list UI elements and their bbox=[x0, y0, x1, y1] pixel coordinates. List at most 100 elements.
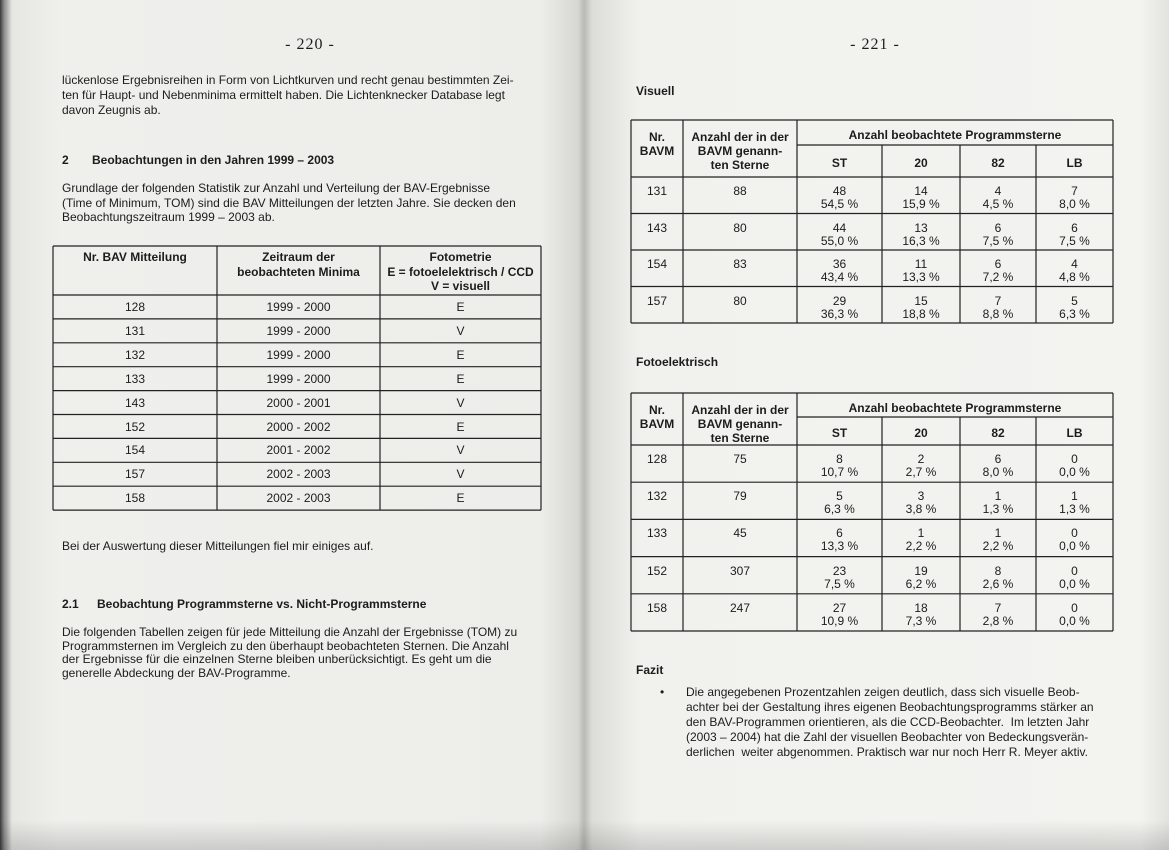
table-cell: 7,3 % bbox=[905, 613, 937, 628]
body-line: Programmsternen im Vergleich zu den über… bbox=[62, 638, 509, 653]
page-number: - 220 - bbox=[285, 36, 335, 53]
table-cell: 48 bbox=[832, 184, 847, 198]
table-cell: 133 bbox=[124, 371, 146, 386]
table-cell: 7 bbox=[1071, 184, 1078, 198]
table-cell: 1999 - 2000 bbox=[266, 371, 331, 386]
table-header: ST bbox=[831, 156, 848, 170]
table-cell: 6 bbox=[994, 452, 1002, 466]
table-cell: 80 bbox=[733, 220, 747, 235]
table-cell: 152 bbox=[124, 419, 146, 434]
table-cell: 128 bbox=[646, 452, 668, 466]
table-cell: 7,5 % bbox=[1059, 233, 1090, 248]
table-cell: 6,3 % bbox=[1059, 306, 1090, 321]
page-number: - 221 - bbox=[850, 36, 900, 53]
subsection-title: Beobachtung Programmsterne vs. Nicht-Pro… bbox=[97, 597, 427, 611]
table-cell: 1 bbox=[994, 526, 1002, 541]
table-heading: Visuell bbox=[636, 84, 675, 98]
body-line: Bei der Auswertung dieser Mitteilungen f… bbox=[62, 539, 374, 553]
table-cell: 154 bbox=[646, 257, 668, 271]
table-cell: 8,0 % bbox=[982, 465, 1014, 479]
table-cell: 132 bbox=[646, 489, 668, 504]
table-cell: V bbox=[456, 467, 465, 482]
table-cell: 1,3 % bbox=[982, 502, 1014, 517]
table-cell: 10,9 % bbox=[820, 613, 859, 628]
table-cell: 5 bbox=[836, 489, 843, 504]
table-cell: 133 bbox=[646, 526, 668, 541]
table-cell: 1999 - 2000 bbox=[266, 300, 331, 314]
table-cell: E bbox=[456, 347, 465, 362]
table-header: E = fotoelelektrisch / CCD bbox=[387, 264, 534, 279]
body-line: Die angegebenen Prozentzahlen zeigen deu… bbox=[686, 685, 1080, 699]
table-cell: 2,2 % bbox=[982, 539, 1014, 554]
table-cell: 8,0 % bbox=[1059, 197, 1090, 211]
table-cell: 131 bbox=[124, 323, 146, 338]
table-cell: 10,7 % bbox=[820, 465, 859, 479]
table-cell: 154 bbox=[124, 443, 146, 458]
table-cell: 1999 - 2000 bbox=[266, 347, 331, 362]
table-cell: 158 bbox=[124, 491, 146, 506]
table-cell: 18,8 % bbox=[902, 306, 940, 321]
table-cell: 2,8 % bbox=[982, 613, 1014, 628]
section-heading: Fazit bbox=[636, 663, 664, 677]
body-line: Grundlage der folgenden Statistik zur An… bbox=[62, 181, 491, 195]
table-header: BAVM genann- bbox=[697, 417, 783, 431]
table-cell: 0,0 % bbox=[1059, 576, 1090, 591]
table-cell: 6,3 % bbox=[824, 502, 855, 517]
table-header: Nr. bbox=[648, 403, 666, 417]
table-cell: 2000 - 2002 bbox=[266, 419, 331, 434]
table-header: Anzahl beobachtete Programmsterne bbox=[848, 401, 1062, 415]
table-cell: 0 bbox=[1071, 563, 1078, 578]
table-cell: 88 bbox=[733, 184, 747, 198]
table-header: Nr. bbox=[648, 130, 666, 144]
table-cell: 2002 - 2003 bbox=[266, 467, 331, 482]
section-number: 2 bbox=[62, 153, 69, 167]
table-header: BAVM genann- bbox=[697, 144, 783, 158]
table-cell: 36,3 % bbox=[820, 306, 859, 321]
table-cell: 36 bbox=[832, 257, 847, 271]
table-cell: 6 bbox=[994, 257, 1002, 271]
table-cell: 157 bbox=[646, 293, 668, 308]
table-header: 82 bbox=[991, 156, 1005, 170]
table-cell: 11 bbox=[914, 257, 928, 271]
table-header: Nr. BAV Mitteilung bbox=[83, 250, 187, 264]
table-cell: 247 bbox=[729, 600, 751, 615]
table-header: beobachteten Minima bbox=[237, 264, 360, 279]
table-cell: 1 bbox=[917, 526, 925, 541]
table-cell: 131 bbox=[646, 184, 668, 198]
table-cell: 15 bbox=[914, 293, 928, 308]
table-header: V = visuell bbox=[430, 279, 491, 293]
table-cell: 2,6 % bbox=[982, 576, 1014, 591]
body-line: ten für Haupt- und Nebenminima ermittelt… bbox=[62, 88, 505, 102]
table-header: BAVM bbox=[639, 144, 675, 158]
table-cell: 1 bbox=[1071, 489, 1078, 504]
table-cell: 7,5 % bbox=[982, 233, 1014, 248]
table-cell: 13,3 % bbox=[902, 270, 940, 284]
table-header: LB bbox=[1066, 156, 1083, 170]
table-cell: 4 bbox=[1071, 257, 1078, 271]
table-cell: 132 bbox=[124, 347, 146, 362]
table-cell: 158 bbox=[646, 600, 668, 615]
table-cell: 79 bbox=[733, 489, 747, 504]
table-cell: 6 bbox=[836, 526, 843, 541]
table-cell: 6,2 % bbox=[905, 576, 937, 591]
page-shadow bbox=[0, 820, 1169, 850]
table-cell: 23 bbox=[832, 563, 847, 578]
table-header: BAVM bbox=[639, 417, 675, 431]
table-cell: 3,8 % bbox=[905, 502, 937, 517]
table-cell: 75 bbox=[733, 452, 747, 466]
table-cell: 1 bbox=[994, 489, 1002, 504]
table-cell: 14 bbox=[914, 184, 928, 198]
table-cell: 44 bbox=[832, 220, 847, 235]
table-cell: 8,8 % bbox=[982, 306, 1014, 321]
table-cell: 0 bbox=[1071, 600, 1078, 615]
table-cell: 2,7 % bbox=[905, 465, 937, 479]
body-line: (2003 – 2004) hat die Zahl der visuellen… bbox=[686, 730, 1089, 744]
table-header: Anzahl beobachtete Programmsterne bbox=[848, 128, 1062, 142]
table-cell: 54,5 % bbox=[820, 197, 859, 211]
table-cell: E bbox=[456, 371, 465, 386]
table-heading: Fotoelektrisch bbox=[636, 355, 719, 369]
table-cell: 143 bbox=[124, 395, 146, 410]
table-cell: V bbox=[456, 323, 465, 338]
table-header: Anzahl der in der bbox=[691, 403, 789, 417]
table-header: Anzahl der in der bbox=[691, 130, 789, 144]
